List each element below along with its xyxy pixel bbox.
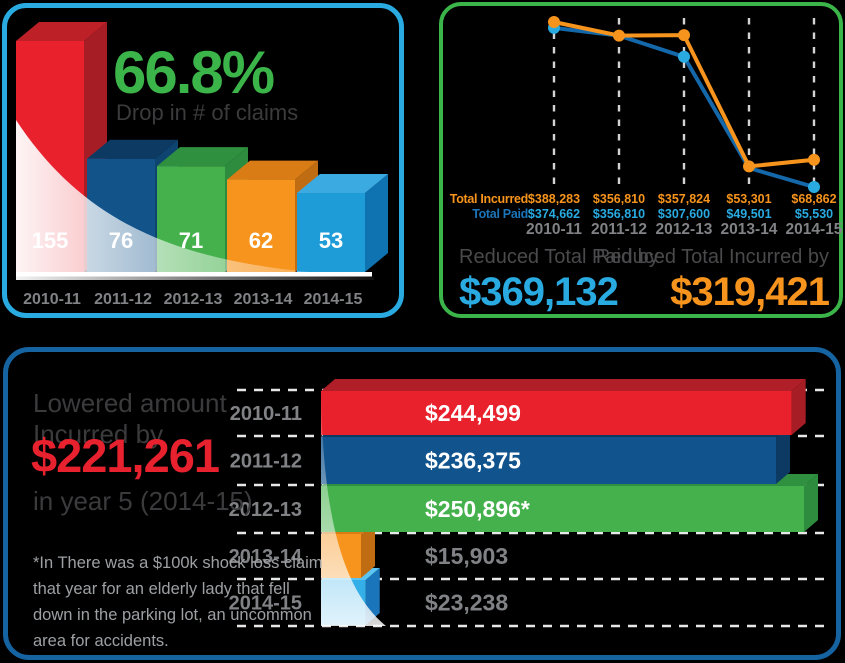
bar-top-2011-12 xyxy=(87,139,178,159)
claims-drop-panel: 155 2010-11 76 2011-12 71 2012-13 62 2013-14 53 2… xyxy=(2,3,404,318)
bar-value-label: 53 xyxy=(319,228,343,253)
series-value: $356,810 xyxy=(592,192,646,206)
white-swoosh-overlay xyxy=(16,120,374,280)
bar-year-label: 2010-11 xyxy=(230,403,302,425)
series-value: $388,283 xyxy=(527,192,581,206)
bar-value-label: $23,238 xyxy=(425,590,508,616)
bar-2014-15 xyxy=(297,193,365,272)
totals-line-chart xyxy=(548,16,820,193)
bar-value-label: $244,499 xyxy=(425,400,521,426)
bar-value-label: 71 xyxy=(179,228,203,253)
bar-side-2012-13 xyxy=(804,474,818,532)
shock-loss-footnote: *In There was a $100k shock loss claim t… xyxy=(33,554,323,650)
bar-2012-13 xyxy=(321,486,804,532)
year-label: 2014-15 xyxy=(785,221,843,238)
reduced-total-paid-value: $369,132 xyxy=(459,270,619,314)
bar-2011-12 xyxy=(321,437,777,484)
bar-side-2013-14 xyxy=(361,522,375,578)
claims-drop-percent: 66.8% xyxy=(113,39,275,106)
bar-top-2010-11 xyxy=(16,22,107,41)
series-value: $68,862 xyxy=(791,192,837,206)
bar-year-label: 2014-15 xyxy=(304,291,363,308)
bar-side-2011-12 xyxy=(776,425,791,484)
series-value: $53,301 xyxy=(726,192,772,206)
lowered-amount-lead: Lowered amount Incurred by xyxy=(33,388,227,449)
bar-year-label: 2011-12 xyxy=(230,451,302,473)
reduced-total-incurred-label: Reduced Total Incurred by xyxy=(595,246,829,268)
year-label: 2012-13 xyxy=(655,221,713,238)
series-value: $374,662 xyxy=(527,207,581,221)
lowered-incurred-panel: 2010-11 $244,499 2011-12 $236,375 2012-13 $25… xyxy=(3,347,841,660)
bar-value-label: 155 xyxy=(32,228,69,253)
series-value: $356,810 xyxy=(592,207,646,221)
white-swoosh-overlay xyxy=(321,392,386,626)
series-value: $307,600 xyxy=(657,207,711,221)
lowered-amount-year: in year 5 (2014-15) xyxy=(33,486,253,516)
totals-value-table: Total Incurred $388,283 $356,810 $357,824 $5… xyxy=(443,6,843,314)
bar-side-2010-11 xyxy=(791,379,806,435)
bar-top-2012-13 xyxy=(157,147,248,167)
series-label: Total Paid xyxy=(472,207,528,221)
data-point-total-incurred xyxy=(613,29,625,42)
claims-bar-chart: 155 2010-11 76 2011-12 71 2012-13 62 2013-14 53 2… xyxy=(16,22,388,308)
data-point-total-incurred xyxy=(548,16,560,28)
series-label: Total Incurred xyxy=(449,192,529,206)
bar-year-label: 2013-14 xyxy=(234,291,293,308)
year-label: 2010-11 xyxy=(525,221,583,238)
bar-year-label: 2013-14 xyxy=(229,546,303,568)
bar-value-label: 62 xyxy=(249,228,273,253)
bar-year-label: 2014-15 xyxy=(229,593,302,615)
bar-side-2014-15 xyxy=(365,174,388,272)
bar-year-label: 2012-13 xyxy=(164,291,223,308)
bar-top-2014-15 xyxy=(297,174,388,194)
bar-year-label: 2012-13 xyxy=(229,499,302,521)
reduced-total-paid-summary: Reduced Total Paid by $369,132 xyxy=(459,246,659,315)
year-label: 2013-14 xyxy=(720,221,778,238)
data-point-total-paid xyxy=(678,50,690,63)
chart-baseline xyxy=(16,272,372,277)
bar-2010-11 xyxy=(321,391,792,435)
bar-year-label: 2011-12 xyxy=(94,291,152,308)
series-value: $357,824 xyxy=(657,192,711,206)
series-value: $5,530 xyxy=(794,207,834,221)
year-label: 2011-12 xyxy=(590,221,648,238)
incurred-bar-chart: 2010-11 $244,499 2011-12 $236,375 2012-13 $25… xyxy=(229,379,828,628)
totals-panel: Total Incurred $388,283 $356,810 $357,824 $5… xyxy=(439,2,843,318)
reduced-total-paid-label: Reduced Total Paid by xyxy=(459,246,659,268)
lowered-amount-value: $221,261 xyxy=(31,429,220,482)
data-point-total-incurred xyxy=(743,160,755,173)
bar-year-label: 2010-11 xyxy=(23,291,81,308)
data-point-total-paid xyxy=(808,181,820,193)
bar-value-label: 76 xyxy=(109,228,133,253)
reduced-total-incurred-summary: Reduced Total Incurred by $319,421 xyxy=(595,246,830,315)
series-value: $49,501 xyxy=(726,207,772,221)
bar-2013-14 xyxy=(227,179,295,272)
data-point-total-incurred xyxy=(808,153,820,166)
bar-value-label: $250,896* xyxy=(425,496,530,522)
reduced-total-incurred-value: $319,421 xyxy=(670,270,830,314)
claims-drop-caption: Drop in # of claims xyxy=(116,100,299,125)
bar-top-2010-11 xyxy=(321,379,806,391)
bar-top-2013-14 xyxy=(227,160,318,180)
bar-value-label: $15,903 xyxy=(425,543,508,569)
data-point-total-incurred xyxy=(678,29,690,42)
bar-value-label: $236,375 xyxy=(425,448,521,474)
